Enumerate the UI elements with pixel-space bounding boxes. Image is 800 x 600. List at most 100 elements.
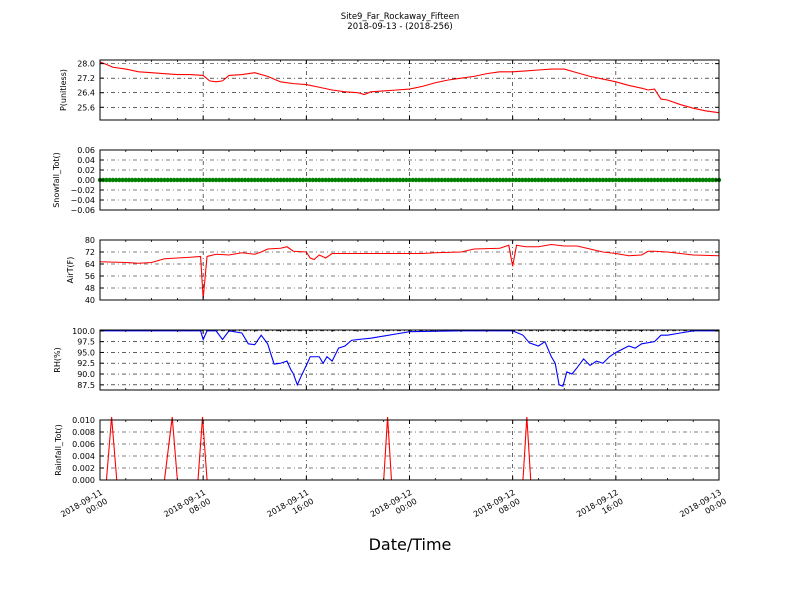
data-point bbox=[674, 177, 680, 183]
data-point bbox=[597, 177, 602, 183]
y-axis-label: P(unitless) bbox=[59, 69, 68, 111]
data-point bbox=[146, 177, 151, 183]
data-point bbox=[333, 177, 338, 183]
data-point bbox=[549, 177, 554, 183]
data-point bbox=[294, 177, 299, 183]
data-point bbox=[420, 177, 425, 183]
data-point bbox=[500, 177, 506, 183]
data-point bbox=[384, 177, 390, 183]
data-point bbox=[639, 177, 644, 183]
data-point bbox=[210, 177, 216, 183]
data-point bbox=[159, 177, 164, 183]
y-tick-label: 25.6 bbox=[77, 103, 95, 112]
data-point bbox=[404, 177, 409, 183]
y-tick-label: 56 bbox=[85, 272, 95, 281]
data-point bbox=[416, 177, 422, 183]
data-point bbox=[555, 177, 561, 183]
y-tick-label: 0.04 bbox=[77, 156, 95, 165]
x-tick-label: 2018-09-1216:00 bbox=[575, 488, 625, 528]
data-point bbox=[632, 177, 638, 183]
data-point bbox=[678, 177, 683, 183]
y-tick-label: 0.004 bbox=[72, 452, 95, 461]
data-point bbox=[516, 177, 522, 183]
y-tick-label: −0.04 bbox=[70, 196, 95, 205]
data-point bbox=[139, 177, 145, 183]
data-point bbox=[626, 177, 631, 183]
subplot-1: 28.0 27.2 26.4 25.6 P(unitless) bbox=[59, 59, 720, 121]
data-point bbox=[661, 177, 667, 183]
data-point bbox=[623, 177, 628, 183]
data-point bbox=[133, 177, 138, 183]
y-tick-label: 0.00 bbox=[77, 176, 95, 185]
y-tick-label: 0.010 bbox=[72, 416, 95, 425]
data-point bbox=[410, 177, 415, 183]
data-point bbox=[542, 177, 548, 183]
data-point bbox=[413, 177, 419, 183]
subplot-3: 80 72 64 56 48 40 AirT(F) bbox=[66, 236, 720, 305]
data-point bbox=[494, 177, 499, 183]
data-point bbox=[271, 177, 277, 183]
data-point bbox=[168, 177, 174, 183]
data-point bbox=[326, 177, 332, 183]
data-point bbox=[620, 177, 625, 183]
data-point bbox=[178, 177, 183, 183]
data-point bbox=[387, 177, 393, 183]
data-point bbox=[229, 177, 235, 183]
data-point bbox=[378, 177, 383, 183]
data-point bbox=[126, 177, 132, 183]
data-point bbox=[665, 177, 670, 183]
x-tick-label: 2018-09-1300:00 bbox=[678, 488, 728, 528]
data-point bbox=[130, 177, 135, 183]
y-tick-label: 48 bbox=[85, 284, 95, 293]
data-point bbox=[484, 177, 490, 183]
data-point bbox=[581, 177, 586, 183]
data-point bbox=[691, 177, 696, 183]
data-point bbox=[152, 177, 158, 183]
series-line bbox=[100, 416, 719, 481]
data-point bbox=[652, 177, 657, 183]
series-line bbox=[99, 61, 720, 114]
data-point bbox=[136, 177, 141, 183]
data-point bbox=[291, 177, 296, 183]
y-tick-label: 28.0 bbox=[77, 60, 95, 69]
data-point bbox=[171, 177, 177, 183]
data-point bbox=[426, 177, 432, 183]
data-point bbox=[323, 177, 328, 183]
data-point bbox=[687, 177, 693, 183]
data-point bbox=[520, 177, 525, 183]
y-tick-label: 80 bbox=[85, 236, 95, 245]
data-point bbox=[188, 177, 193, 183]
y-tick-label: 27.2 bbox=[77, 74, 95, 83]
data-point bbox=[700, 177, 706, 183]
data-point bbox=[307, 177, 312, 183]
data-point bbox=[339, 177, 344, 183]
data-point bbox=[217, 177, 222, 183]
data-point bbox=[407, 177, 412, 183]
data-point bbox=[104, 177, 109, 183]
data-point bbox=[400, 177, 406, 183]
x-axis-label: Date/Time bbox=[369, 535, 452, 554]
data-point bbox=[629, 177, 635, 183]
y-axis-label: Rainfall_Tot() bbox=[54, 424, 63, 476]
data-point bbox=[394, 177, 399, 183]
data-point bbox=[352, 177, 357, 183]
data-point bbox=[504, 177, 509, 183]
chart-title-line1: Site9_Far_Rockaway_Fifteen bbox=[341, 12, 460, 22]
data-point bbox=[191, 177, 196, 183]
data-point bbox=[223, 177, 228, 183]
data-point bbox=[365, 177, 370, 183]
data-point bbox=[439, 177, 444, 183]
x-tick-label: 2018-09-1100:00 bbox=[59, 488, 109, 528]
data-point bbox=[371, 177, 377, 183]
y-tick-label: 0.006 bbox=[72, 440, 95, 449]
data-point bbox=[320, 177, 325, 183]
data-point bbox=[707, 177, 712, 183]
data-point bbox=[433, 177, 438, 183]
data-point bbox=[362, 177, 367, 183]
y-tick-label: 90.0 bbox=[77, 370, 95, 379]
data-point bbox=[313, 177, 319, 183]
data-point bbox=[668, 177, 673, 183]
data-point bbox=[236, 177, 241, 183]
data-point bbox=[558, 177, 564, 183]
